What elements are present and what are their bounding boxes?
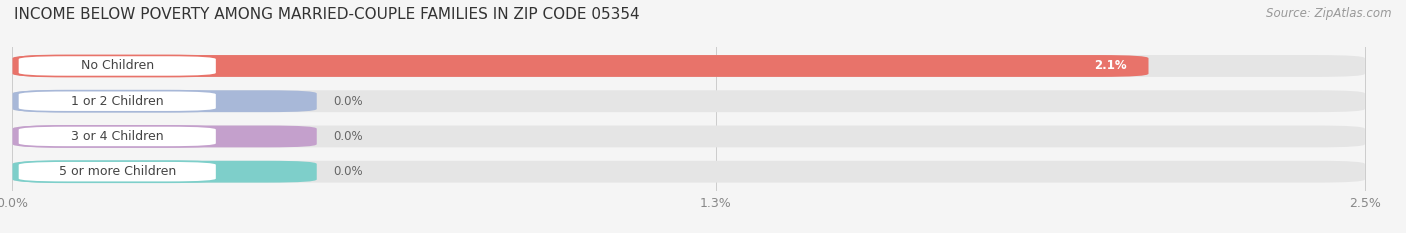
FancyBboxPatch shape [18,161,217,182]
Text: Source: ZipAtlas.com: Source: ZipAtlas.com [1267,7,1392,20]
FancyBboxPatch shape [13,161,316,183]
Text: No Children: No Children [80,59,153,72]
FancyBboxPatch shape [13,55,1365,77]
FancyBboxPatch shape [18,126,217,147]
FancyBboxPatch shape [13,126,1365,147]
Text: 0.0%: 0.0% [333,165,363,178]
Text: 2.1%: 2.1% [1094,59,1126,72]
Text: 1 or 2 Children: 1 or 2 Children [70,95,163,108]
FancyBboxPatch shape [13,161,1365,183]
FancyBboxPatch shape [18,55,217,77]
FancyBboxPatch shape [13,90,316,112]
FancyBboxPatch shape [18,91,217,112]
Text: INCOME BELOW POVERTY AMONG MARRIED-COUPLE FAMILIES IN ZIP CODE 05354: INCOME BELOW POVERTY AMONG MARRIED-COUPL… [14,7,640,22]
Text: 3 or 4 Children: 3 or 4 Children [70,130,163,143]
FancyBboxPatch shape [13,55,1149,77]
Text: 5 or more Children: 5 or more Children [59,165,176,178]
Text: 0.0%: 0.0% [333,95,363,108]
FancyBboxPatch shape [13,90,1365,112]
FancyBboxPatch shape [13,126,316,147]
Text: 0.0%: 0.0% [333,130,363,143]
